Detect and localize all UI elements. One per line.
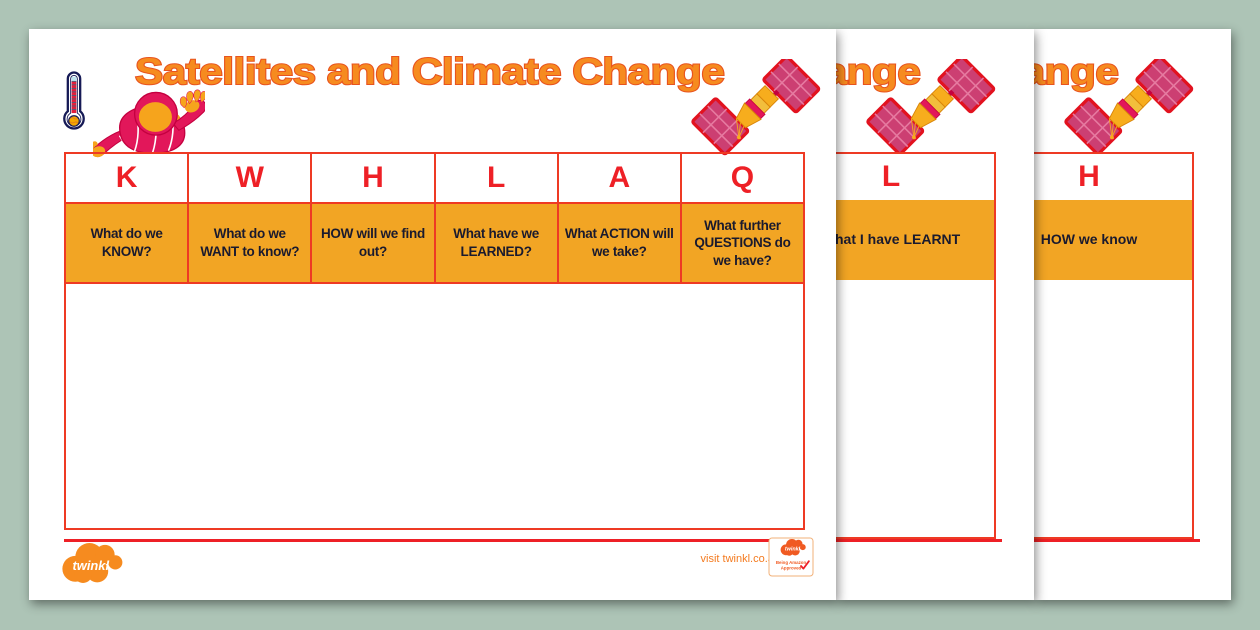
svg-text:twinkl: twinkl xyxy=(73,558,110,573)
svg-text:Approved: Approved xyxy=(781,566,802,571)
svg-text:twinkl: twinkl xyxy=(785,546,801,552)
svg-text:Being Amazon: Being Amazon xyxy=(776,560,807,565)
